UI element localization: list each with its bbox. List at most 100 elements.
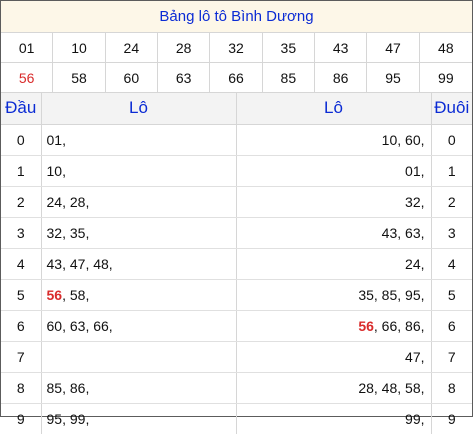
row-head-digit: 4: [1, 248, 42, 280]
header-tail: Đuôi: [431, 93, 472, 125]
row-head-digit: 7: [1, 341, 42, 373]
result-number: 10: [53, 33, 106, 63]
row-tail-digit: 8: [431, 372, 472, 404]
separator: ,: [420, 224, 425, 241]
row-head-digit: 8: [1, 372, 42, 404]
row-head-digit: 9: [1, 403, 42, 434]
lo-number: 56: [46, 286, 63, 303]
result-number: 63: [157, 63, 211, 93]
table-header-row: Đầu Lô Lô Đuôi: [1, 93, 472, 125]
table-row: 7 47, 7: [1, 341, 472, 373]
separator: ,: [420, 317, 425, 334]
result-number: 56: [1, 63, 54, 93]
row-head-digit: 3: [1, 217, 42, 249]
row-lo-right: 99,: [236, 403, 432, 434]
row-tail-digit: 1: [431, 155, 472, 187]
row-lo-left: [41, 341, 237, 373]
separator: ,: [373, 286, 382, 303]
result-number: 43: [314, 33, 368, 63]
lo-number: 99: [405, 410, 421, 427]
row-lo-left: 56, 58,: [41, 279, 237, 311]
row-lo-right: 35, 85, 95,: [236, 279, 432, 311]
lo-number: 60: [46, 317, 63, 334]
lo-number: 48: [381, 379, 398, 396]
lo-number: 58: [405, 379, 421, 396]
table-row: 2 24, 28, 32, 2: [1, 186, 472, 218]
lo-number: 86: [405, 317, 421, 334]
row-tail-digit: 3: [431, 217, 472, 249]
lo-number: 63: [405, 224, 421, 241]
separator: ,: [420, 255, 425, 272]
lo-number: 86: [69, 379, 86, 396]
lo-number: 47: [405, 348, 421, 365]
lo-number: 01: [46, 131, 63, 148]
separator: ,: [420, 348, 425, 365]
separator: ,: [62, 255, 70, 272]
result-number: 01: [1, 33, 54, 63]
lo-number: 63: [69, 317, 86, 334]
separator: ,: [85, 224, 90, 241]
separator: ,: [420, 286, 425, 303]
separator: ,: [62, 131, 66, 148]
separator: ,: [85, 255, 94, 272]
table-row: 9 95, 99, 99, 9: [1, 403, 472, 434]
lo-number: 66: [93, 317, 109, 334]
row-tail-digit: 0: [431, 124, 472, 156]
lo-number: 60: [405, 131, 421, 148]
result-number: 95: [367, 63, 420, 93]
row-lo-left: 95, 99,: [41, 403, 237, 434]
row-lo-right: 43, 63,: [236, 217, 432, 249]
separator: ,: [62, 379, 70, 396]
result-number: 48: [419, 33, 472, 63]
row-lo-right: 24,: [236, 248, 432, 280]
row-lo-left: 85, 86,: [41, 372, 237, 404]
result-number: 58: [53, 63, 106, 93]
row-lo-right: 47,: [236, 341, 432, 373]
row-lo-right: 56, 66, 86,: [236, 310, 432, 342]
board-title: Bảng lô tô Bình Dương: [1, 1, 472, 33]
lo-number: 28: [358, 379, 374, 396]
separator: ,: [85, 286, 90, 303]
lo-number: 24: [46, 193, 63, 210]
row-head-digit: 0: [1, 124, 42, 156]
separator: ,: [397, 379, 406, 396]
separator: ,: [420, 379, 425, 396]
separator: ,: [62, 224, 70, 241]
table-row: 3 32, 35, 43, 63, 3: [1, 217, 472, 249]
lo-number: 10: [381, 131, 398, 148]
row-lo-left: 43, 47, 48,: [41, 248, 237, 280]
row-lo-left: 32, 35,: [41, 217, 237, 249]
separator: ,: [62, 286, 70, 303]
table-body: 0 01, 10, 60, 0 1 10, 01, 1 2 24, 28, 32, 2 3 32, 35,…: [1, 124, 472, 434]
lo-number: 85: [46, 379, 63, 396]
separator: ,: [62, 162, 66, 179]
table-row: 8 85, 86, 28, 48, 58, 8: [1, 372, 472, 404]
row-tail-digit: 9: [447, 410, 456, 427]
result-number: 85: [262, 63, 315, 93]
separator: ,: [397, 317, 406, 334]
lo-number: 01: [405, 162, 421, 179]
lo-number: 35: [69, 224, 86, 241]
separator: ,: [62, 317, 70, 334]
lo-number: 85: [381, 286, 398, 303]
lo-number: 56: [358, 317, 374, 334]
row-lo-right: 32,: [236, 186, 432, 218]
lo-number: 24: [405, 255, 421, 272]
lo-number: 47: [69, 255, 86, 272]
lo-number: 35: [358, 286, 374, 303]
result-number: 28: [157, 33, 211, 63]
separator: ,: [373, 317, 382, 334]
lo-number: 10: [46, 162, 63, 179]
row-tail-digit: 6: [431, 310, 472, 342]
separator: ,: [85, 317, 94, 334]
separator: ,: [373, 379, 382, 396]
separator: ,: [397, 286, 406, 303]
lo-number: 48: [93, 255, 109, 272]
separator: ,: [62, 410, 70, 427]
row-lo-right: 01,: [236, 155, 432, 187]
row-head-digit: 6: [1, 310, 42, 342]
table-row: 0 01, 10, 60, 0: [1, 124, 472, 156]
result-number: 86: [314, 63, 368, 93]
result-number: 66: [210, 63, 263, 93]
